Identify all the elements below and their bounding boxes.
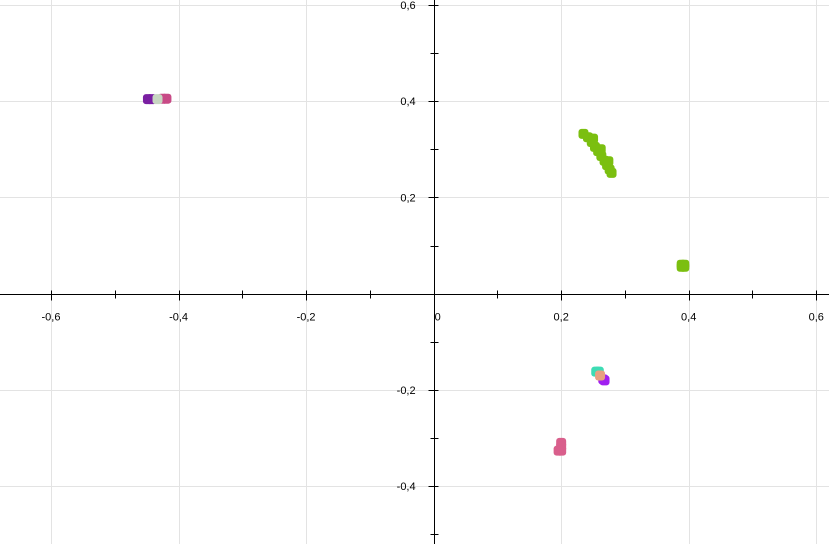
y-tick-label: 0,6	[400, 0, 415, 12]
data-point	[152, 94, 163, 105]
data-point	[595, 144, 606, 155]
data-point	[553, 445, 564, 456]
y-tick-label: 0,4	[400, 96, 415, 108]
y-tick-label: -0,2	[397, 385, 416, 397]
data-point	[588, 133, 599, 144]
tick-labels: -0,6 -0,4 -0,2 0 0,2 0,4 0,6 -0,4 -0,2 0,2 0,4 0,6	[42, 0, 824, 493]
x-tick-label: -0,2	[297, 312, 316, 324]
data-points	[142, 93, 690, 456]
x-tick-label: 0	[435, 312, 441, 324]
data-point	[603, 156, 614, 167]
x-tick-label: 0,2	[554, 312, 569, 324]
y-tick-label: 0,2	[400, 192, 415, 204]
axis-ticks	[51, 5, 817, 535]
data-point	[679, 261, 690, 272]
x-tick-label: 0,6	[809, 312, 824, 324]
x-tick-label: -0,4	[169, 312, 188, 324]
data-point	[595, 370, 606, 381]
x-tick-label: -0,6	[42, 312, 61, 324]
x-tick-label: 0,4	[681, 312, 696, 324]
data-point	[606, 167, 617, 178]
y-tick-label: -0,4	[397, 481, 416, 493]
data-point	[161, 93, 172, 104]
